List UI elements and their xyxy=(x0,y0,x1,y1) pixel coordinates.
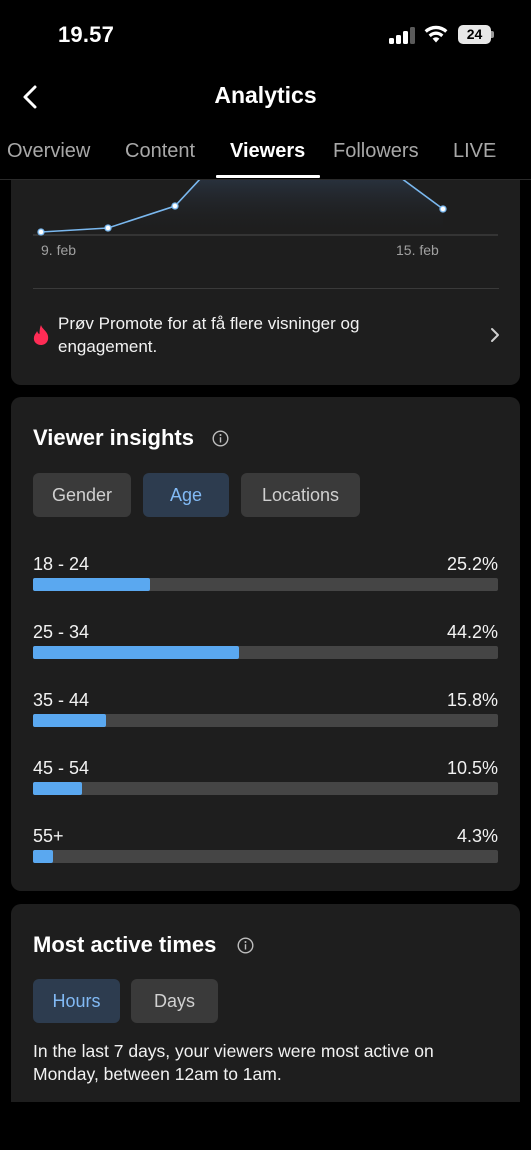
trend-area xyxy=(41,180,443,235)
age-bar-track xyxy=(33,646,498,659)
age-row: 55+ 4.3% xyxy=(33,826,498,866)
x-axis-end-label: 15. feb xyxy=(396,242,439,258)
age-bar-fill xyxy=(33,850,53,863)
tab-followers[interactable]: Followers xyxy=(333,140,419,162)
back-arrow-icon[interactable] xyxy=(14,80,48,114)
age-percent-value: 4.3% xyxy=(456,826,498,846)
age-range-label: 55+ xyxy=(33,826,64,846)
age-row: 18 - 24 25.2% xyxy=(33,554,498,594)
age-row: 35 - 44 15.8% xyxy=(33,690,498,730)
trend-line-left xyxy=(40,180,201,233)
age-bar-fill xyxy=(33,714,106,727)
most-active-description: In the last 7 days, your viewers were mo… xyxy=(33,1041,434,1084)
viewer-insights-card: Viewer insights Gender Age Locations 18 … xyxy=(11,397,520,891)
viewers-trend-card: 9. feb 15. feb Prøv Promote for at få fl… xyxy=(11,180,520,385)
chip-days[interactable]: Days xyxy=(131,979,218,1023)
age-percent-value: 25.2% xyxy=(446,554,498,574)
info-icon[interactable] xyxy=(212,430,229,447)
top-bar: Analytics xyxy=(0,70,531,122)
chip-locations[interactable]: Locations xyxy=(241,473,360,517)
tab-viewers[interactable]: Viewers xyxy=(230,140,306,162)
age-range-label: 18 - 24 xyxy=(33,554,90,574)
trend-point xyxy=(104,224,112,232)
analytics-tabs: Overview Content Viewers Followers LIVE xyxy=(0,128,531,180)
active-tab-indicator xyxy=(216,175,320,178)
chip-age[interactable]: Age xyxy=(143,473,229,517)
trend-point xyxy=(439,205,447,213)
chevron-right-icon xyxy=(491,328,499,342)
age-row: 45 - 54 10.5% xyxy=(33,758,498,798)
promote-banner[interactable]: Prøv Promote for at få flere visninger o… xyxy=(31,310,501,362)
x-axis-start-label: 9. feb xyxy=(41,242,77,258)
page-title: Analytics xyxy=(214,82,317,108)
chip-hours[interactable]: Hours xyxy=(33,979,120,1023)
trend-line-right xyxy=(402,180,444,210)
status-time: 19.57 xyxy=(58,22,115,47)
tab-content[interactable]: Content xyxy=(125,140,196,162)
age-bar-track xyxy=(33,782,498,795)
age-bar-track xyxy=(33,850,498,863)
flame-icon xyxy=(33,325,49,345)
age-range-label: 45 - 54 xyxy=(33,758,90,778)
age-percent-value: 15.8% xyxy=(446,690,498,710)
age-bar-fill xyxy=(33,782,82,795)
battery-icon: 24 xyxy=(458,25,494,44)
age-row: 25 - 34 44.2% xyxy=(33,622,498,662)
age-range-label: 25 - 34 xyxy=(33,622,90,642)
trend-point xyxy=(37,228,45,236)
battery-level: 24 xyxy=(458,25,491,44)
age-percent-value: 44.2% xyxy=(446,622,498,642)
tab-overview[interactable]: Overview xyxy=(7,140,91,162)
chip-gender[interactable]: Gender xyxy=(33,473,131,517)
age-bar-fill xyxy=(33,646,239,659)
divider xyxy=(33,288,499,289)
age-bar-track xyxy=(33,578,498,591)
age-range-label: 35 - 44 xyxy=(33,690,90,710)
age-bar-track xyxy=(33,714,498,727)
most-active-title: Most active times xyxy=(33,932,217,957)
trend-point xyxy=(171,202,179,210)
age-percent-value: 10.5% xyxy=(446,758,498,778)
promote-text: Prøv Promote for at få flere visninger o… xyxy=(58,314,360,356)
viewer-insights-title: Viewer insights xyxy=(33,425,194,450)
status-bar: 19.57 24 xyxy=(0,0,531,70)
wifi-icon xyxy=(424,25,448,43)
age-bar-fill xyxy=(33,578,150,591)
info-icon[interactable] xyxy=(237,937,254,954)
viewers-trend-chart xyxy=(33,180,498,236)
tab-live[interactable]: LIVE xyxy=(453,140,497,162)
cellular-signal-icon xyxy=(389,27,415,44)
most-active-times-card: Most active times Hours Days In the last… xyxy=(11,904,520,1102)
